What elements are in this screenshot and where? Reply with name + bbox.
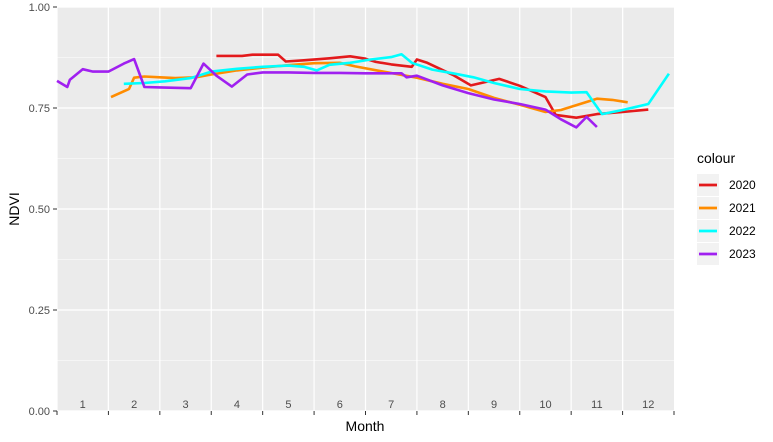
y-tick-label: 0.50 <box>29 204 50 216</box>
series-lines <box>56 53 670 129</box>
y-tick-label: 0.00 <box>29 406 50 418</box>
month-label: 5 <box>285 399 291 411</box>
month-label: 7 <box>388 399 394 411</box>
y-tick-label: 1.00 <box>29 2 50 14</box>
series-line-2022 <box>123 53 670 116</box>
month-label: 3 <box>182 399 188 411</box>
month-label: 11 <box>591 399 602 411</box>
month-labels: 1 2 3 4 5 6 7 8 9 10 11 12 <box>80 399 655 411</box>
legend-label-2023: 2023 <box>729 247 756 261</box>
x-axis-title: Month <box>346 418 385 434</box>
x-axis <box>56 411 675 415</box>
legend: colour 2020 2021 2022 2023 <box>697 150 756 265</box>
legend-label-2021: 2021 <box>729 201 756 215</box>
month-label: 2 <box>131 399 137 411</box>
legend-title: colour <box>697 150 735 166</box>
month-label: 10 <box>539 399 551 411</box>
legend-label-2020: 2020 <box>729 178 756 192</box>
y-axis: 0.00 0.25 0.50 0.75 1.00 <box>29 2 57 418</box>
y-axis-title: NDVI <box>6 192 22 225</box>
month-label: 4 <box>234 399 240 411</box>
month-label: 8 <box>440 399 446 411</box>
month-label: 12 <box>642 399 654 411</box>
legend-label-2022: 2022 <box>729 224 756 238</box>
month-label: 1 <box>80 399 86 411</box>
series-line-2023 <box>56 57 598 129</box>
month-label: 6 <box>337 399 343 411</box>
y-tick-label: 0.25 <box>29 305 50 317</box>
y-tick-label: 0.75 <box>29 103 50 115</box>
month-label: 9 <box>491 399 497 411</box>
